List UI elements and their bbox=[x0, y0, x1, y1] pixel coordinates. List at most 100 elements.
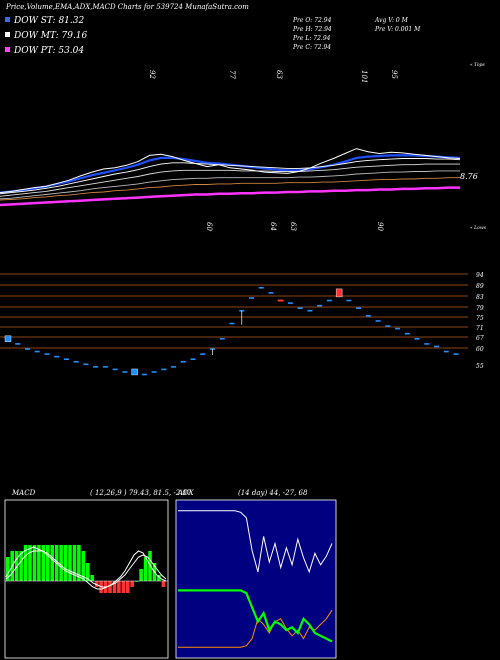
level-point bbox=[44, 353, 50, 355]
level-label: 89 bbox=[476, 283, 484, 290]
level-point-box bbox=[4, 335, 12, 342]
level-point bbox=[141, 373, 147, 376]
level-point bbox=[268, 292, 274, 294]
level-point bbox=[356, 307, 362, 309]
macd-panel: MACD ( 12,26,9 ) 79.43, 81.5, -2.07 bbox=[4, 489, 192, 659]
macd-histogram-bar bbox=[161, 581, 166, 587]
level-point bbox=[404, 332, 410, 335]
ema-series-line bbox=[0, 158, 461, 195]
legend: DOW ST: 81.32 DOW MT: 79.16 DOW PT: 53.0… bbox=[5, 16, 88, 56]
level-label: 75 bbox=[476, 315, 484, 322]
legend-swatch-mt bbox=[5, 32, 10, 37]
level-label: 94 bbox=[476, 272, 484, 279]
level-point-box bbox=[131, 368, 138, 376]
legend-swatch-st bbox=[5, 17, 10, 22]
macd-histogram-bar bbox=[28, 545, 32, 581]
level-point bbox=[297, 307, 303, 309]
ema-series-line bbox=[0, 154, 461, 194]
level-point bbox=[375, 320, 381, 322]
level-point bbox=[122, 371, 128, 373]
level-point bbox=[219, 338, 225, 340]
macd-histogram-bar bbox=[108, 581, 112, 593]
legend-item-st: DOW ST: 81.32 bbox=[13, 16, 84, 26]
macd-histogram-bar bbox=[63, 545, 68, 581]
macd-params: ( 12,26,9 ) 79.43, 81.5, -2.07 bbox=[90, 489, 192, 497]
macd-histogram-bar bbox=[32, 545, 37, 581]
macd-histogram-bar bbox=[68, 545, 72, 581]
macd-histogram-bar bbox=[86, 563, 90, 581]
level-point bbox=[385, 325, 391, 327]
level-point bbox=[424, 343, 430, 345]
level-point bbox=[93, 366, 99, 368]
level-point-highlight bbox=[335, 288, 343, 298]
level-point bbox=[171, 366, 177, 368]
level-point bbox=[346, 299, 352, 302]
adx-frame bbox=[175, 499, 337, 659]
ohlc-low: Pre L: 72.94 bbox=[292, 35, 331, 42]
adx-line bbox=[178, 589, 333, 643]
macd-histogram-bar bbox=[143, 557, 148, 581]
level-point bbox=[161, 368, 167, 371]
level-point bbox=[34, 350, 40, 353]
tops-label: 63 bbox=[275, 70, 283, 79]
level-label: 60 bbox=[476, 346, 484, 353]
tops-label: 95 bbox=[390, 70, 398, 79]
legend-item-mt: DOW MT: 79.16 bbox=[13, 31, 88, 41]
macd-histogram-bar bbox=[94, 581, 99, 587]
level-point bbox=[434, 345, 440, 348]
level-point bbox=[190, 358, 196, 360]
macd-histogram-bar bbox=[14, 551, 19, 581]
lows-label: 63 bbox=[289, 222, 297, 231]
level-point bbox=[443, 350, 449, 353]
tops-labels: 92 77 63 101 95 bbox=[148, 70, 398, 83]
legend-swatch-pt bbox=[5, 47, 10, 52]
macd-histogram-bar bbox=[77, 545, 81, 581]
level-point bbox=[307, 309, 313, 312]
tops-label: 92 bbox=[148, 70, 156, 79]
level-lines bbox=[0, 273, 468, 349]
ema-series-line bbox=[0, 186, 460, 207]
level-point bbox=[200, 353, 206, 355]
macd-histogram-bar bbox=[139, 569, 143, 581]
level-point bbox=[151, 371, 157, 373]
lows-label: 90 bbox=[376, 222, 384, 231]
lows-label: 60 bbox=[205, 222, 213, 231]
ema-series-line bbox=[0, 177, 460, 201]
level-label: 67 bbox=[476, 335, 484, 342]
level-point bbox=[317, 304, 323, 307]
ohlc-close: Pre C: 72.94 bbox=[292, 44, 331, 51]
macd-histogram-bar bbox=[19, 551, 23, 581]
level-point bbox=[83, 363, 89, 366]
macd-histogram-bar bbox=[59, 545, 63, 581]
level-label: 71 bbox=[476, 325, 484, 332]
level-labels: 94 89 83 79 75 71 67 60 55 bbox=[476, 272, 484, 370]
tops-label: 101 bbox=[360, 70, 368, 83]
level-point bbox=[326, 299, 332, 302]
price-line bbox=[0, 148, 461, 194]
legend-item-pt: DOW PT: 53.04 bbox=[13, 46, 84, 56]
volume-avg: Avg V: 0 M bbox=[374, 17, 409, 24]
level-point bbox=[287, 302, 293, 304]
tops-tag: « Tops bbox=[470, 62, 485, 68]
volume-pre: Pre V: 0.001 M bbox=[374, 26, 421, 33]
macd-histogram-bar bbox=[134, 581, 139, 582]
level-point bbox=[258, 287, 264, 289]
macd-line bbox=[5, 546, 167, 590]
level-point bbox=[180, 360, 186, 363]
macd-histogram-bar bbox=[121, 581, 126, 593]
macd-histogram-bar bbox=[90, 575, 94, 581]
level-point bbox=[365, 315, 371, 317]
level-point bbox=[73, 360, 79, 363]
macd-histogram-bar bbox=[126, 581, 130, 593]
adx-label: ADX bbox=[177, 489, 195, 497]
adx-di-plus-line bbox=[178, 510, 333, 574]
adx-di-minus-line bbox=[178, 609, 333, 648]
ema-series-line bbox=[0, 163, 460, 197]
level-point bbox=[414, 338, 420, 340]
level-panel: 94 89 83 79 75 71 67 60 55 bbox=[0, 272, 484, 376]
chart-title: Price,Volume,EMA,ADX,MACD Charts for 539… bbox=[5, 3, 249, 11]
lows-labels: 60 64 63 90 bbox=[205, 222, 384, 231]
macd-histogram-bar bbox=[6, 557, 10, 581]
level-point bbox=[102, 366, 108, 368]
